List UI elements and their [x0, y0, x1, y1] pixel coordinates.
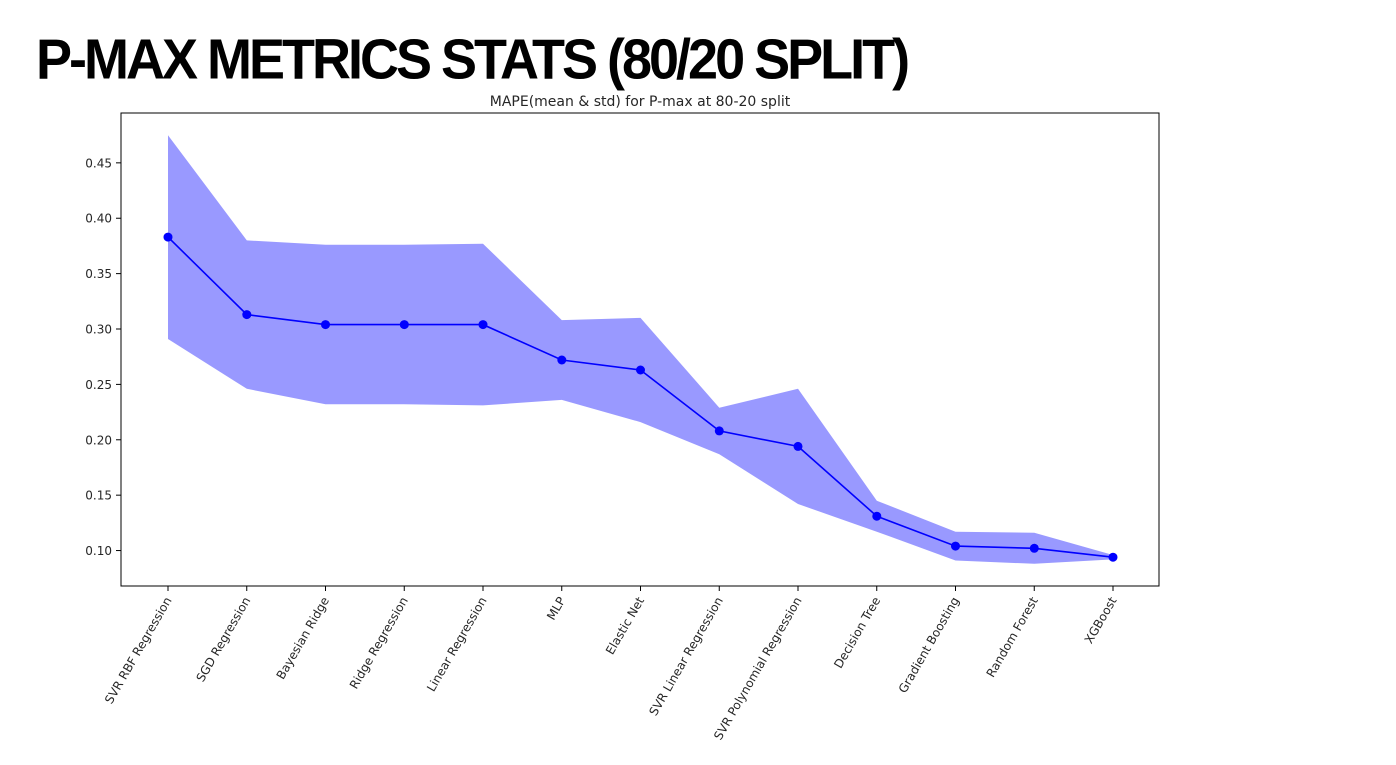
x-tick-label: Random Forest: [984, 594, 1041, 679]
mean-point: [793, 441, 803, 451]
x-tick-label: SGD Regression: [193, 595, 253, 685]
y-tick-label: 0.25: [85, 378, 112, 392]
x-tick-label: SVR Linear Regression: [646, 595, 725, 719]
mean-point: [242, 310, 252, 320]
y-tick-label: 0.45: [85, 156, 112, 170]
mean-point: [557, 355, 567, 365]
mean-point: [1108, 552, 1118, 562]
mean-point: [399, 320, 409, 330]
x-tick-label: SVR RBF Regression: [102, 595, 175, 707]
y-axis-ticks: 0.10 0.15 0.20 0.25 0.30 0.35 0.40 0.45: [85, 156, 121, 558]
x-tick-label: Decision Tree: [831, 595, 883, 671]
mean-point: [636, 365, 645, 375]
mean-point: [478, 320, 488, 330]
x-tick-label: SVR Polynomial Regression: [711, 595, 804, 743]
y-tick-label: 0.30: [85, 323, 112, 337]
std-band: [168, 135, 1113, 564]
mean-point: [163, 232, 173, 242]
mean-point: [714, 426, 724, 436]
x-axis-ticks: SVR RBF Regression SGD Regression Bayesian…: [102, 586, 1120, 742]
x-tick-label: Ridge Regression: [347, 595, 411, 692]
y-tick-label: 0.40: [85, 212, 112, 226]
y-tick-label: 0.20: [85, 433, 112, 447]
x-tick-label: Gradient Boosting: [896, 595, 962, 696]
mean-point: [321, 320, 330, 330]
y-tick-label: 0.10: [85, 544, 112, 558]
mean-point: [1029, 543, 1039, 553]
mean-point: [951, 541, 960, 551]
x-tick-label: Linear Regression: [424, 595, 489, 694]
std-band-layer: [168, 135, 1113, 564]
mean-point: [872, 511, 882, 521]
x-tick-label: MLP: [544, 595, 568, 623]
x-tick-label: Elastic Net: [603, 594, 647, 657]
y-tick-label: 0.35: [85, 267, 112, 281]
y-tick-label: 0.15: [85, 489, 112, 503]
x-tick-label: XGBoost: [1082, 594, 1120, 646]
mean-points-layer: [163, 232, 1118, 562]
chart-title: MAPE(mean & std) for P-max at 80-20 spli…: [490, 94, 791, 110]
x-tick-label: Bayesian Ridge: [274, 595, 332, 682]
slide-title: P-MAX METRICS STATS (80/20 SPLIT): [36, 28, 910, 92]
